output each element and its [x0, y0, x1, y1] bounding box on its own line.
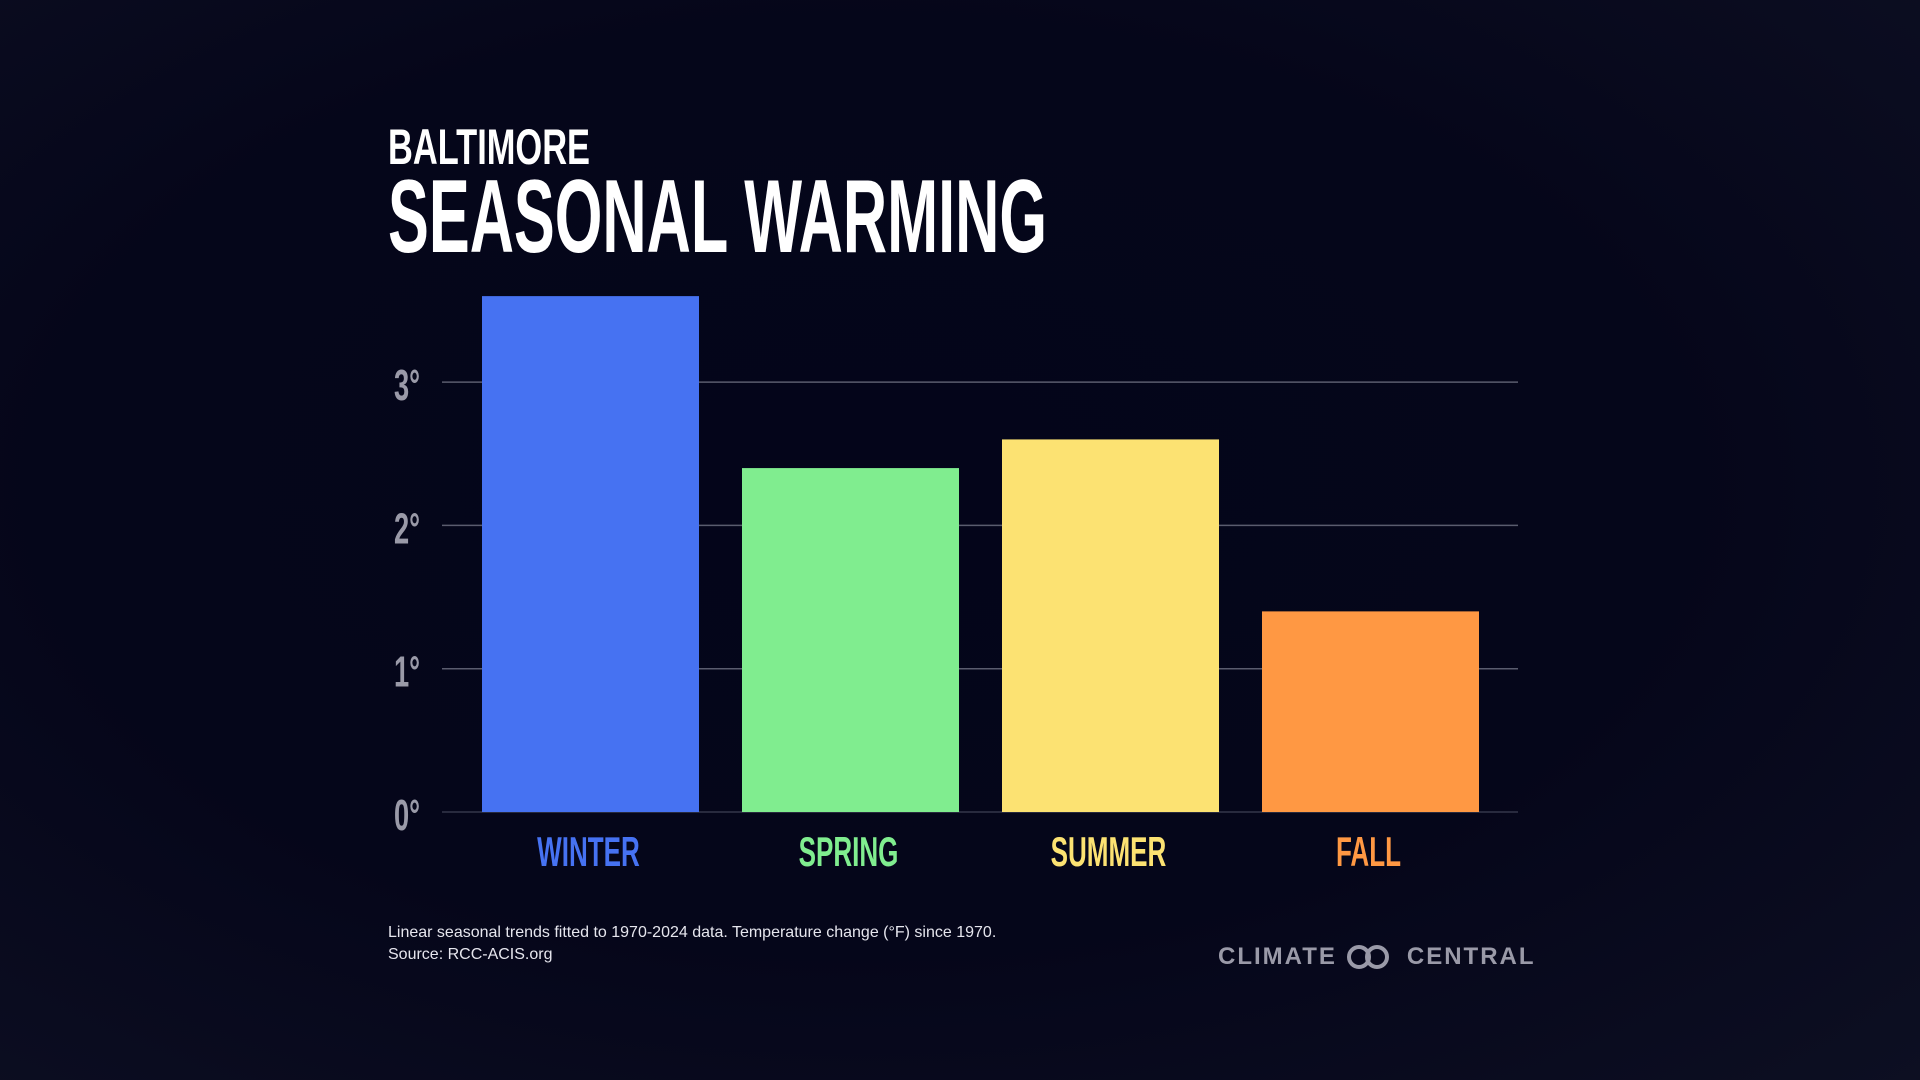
x-category-label: FALL: [1336, 829, 1401, 876]
x-category-label: WINTER: [537, 829, 640, 876]
x-category-label: SUMMER: [1051, 829, 1167, 876]
bar-winter: [482, 296, 699, 812]
y-tick-label: 3°: [394, 360, 420, 409]
logo-text-right: CENTRAL: [1406, 943, 1536, 970]
footnote-method: Linear seasonal trends fitted to 1970-20…: [388, 924, 997, 941]
footnote-source: Source: RCC-ACIS.org: [388, 946, 553, 963]
y-tick-label: 2°: [394, 504, 420, 553]
x-category-label: SPRING: [799, 829, 899, 876]
chart-title: SEASONAL WARMING: [388, 159, 1047, 275]
bar-fall: [1262, 611, 1479, 812]
chart-subtitle-location: BALTIMORE: [388, 119, 590, 175]
logo-rings-icon: [1346, 945, 1397, 969]
climate-central-logo: CLIMATE CENTRAL: [1218, 943, 1536, 970]
y-tick-label: 0°: [394, 790, 420, 839]
y-tick-label: 1°: [394, 647, 420, 696]
bar-spring: [742, 468, 959, 812]
logo-text-left: CLIMATE: [1218, 943, 1337, 970]
bar-summer: [1002, 439, 1219, 812]
